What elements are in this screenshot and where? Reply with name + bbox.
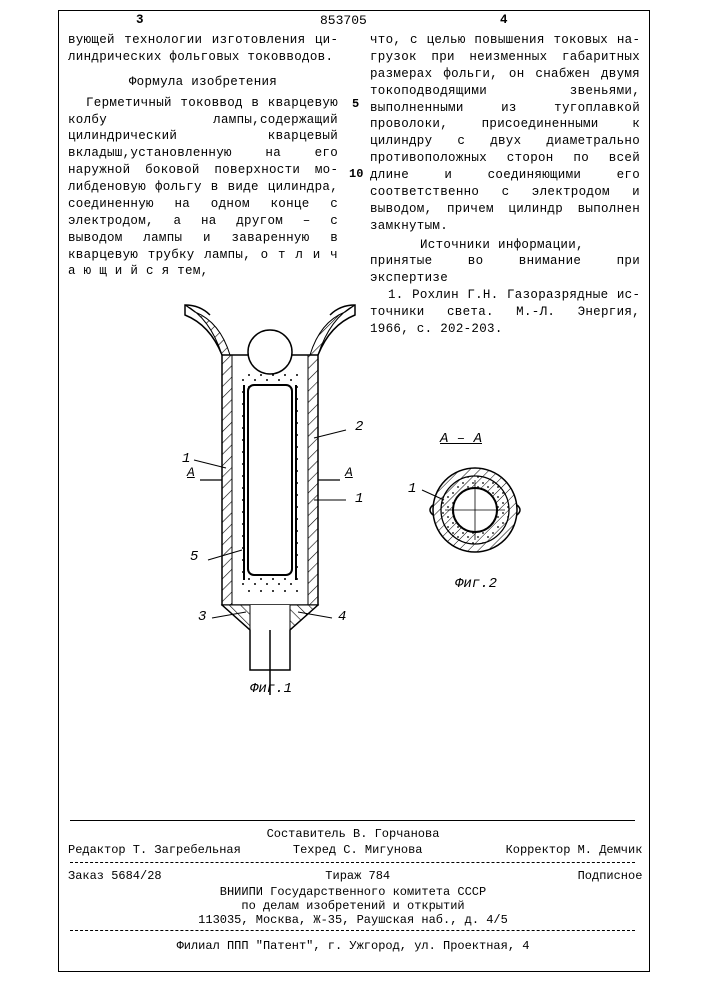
line-marker-5: 5	[352, 96, 359, 112]
claim-text: Герметичный токоввод в кварцевую колбу л…	[68, 95, 338, 281]
order-line: Заказ 5684/28 Тираж 784 Подписное	[68, 868, 648, 884]
rule-3	[70, 930, 635, 931]
sources-subtitle: принятые во внимание при экспертизе	[370, 253, 640, 287]
order: Заказ 5684/28	[68, 868, 263, 884]
right-column: что, с целью повышения токовых на­грузок…	[370, 32, 640, 338]
page-number-left: 3	[136, 12, 144, 29]
rule-2	[70, 862, 635, 863]
tirage: Тираж 784	[270, 868, 445, 884]
editor: Редактор Т. Загребельная	[68, 842, 263, 858]
sources-title: Источники информации,	[370, 237, 640, 254]
patent-number: 853705	[320, 12, 367, 30]
callout-5: 5	[190, 548, 198, 567]
figure-1	[150, 300, 390, 700]
branch: Филиал ППП "Патент", г. Ужгород, ул. Про…	[58, 938, 648, 954]
line-marker-10: 10	[349, 166, 363, 182]
techred: Техред С. Мигунова	[270, 842, 445, 858]
callout-1c: 1	[408, 480, 416, 499]
figures-area: 1 1 2 3 4 5 А А Фиг.1 А – А 1 Фиг.2	[120, 300, 580, 700]
figure-2	[410, 450, 540, 580]
signed: Подписное	[452, 868, 642, 884]
fig2-label: Фиг.2	[455, 575, 497, 594]
page-number-right: 4	[500, 12, 508, 29]
rule-1	[70, 820, 635, 821]
callout-2: 2	[355, 418, 363, 437]
compiler-line: Составитель В. Горчанова	[58, 826, 648, 842]
continuation-text: вующей технологии изготовления ци­линдри…	[68, 32, 338, 66]
callout-3: 3	[198, 608, 206, 627]
callout-1b: 1	[355, 490, 363, 509]
address: 113035, Москва, Ж-35, Раушская наб., д. …	[58, 912, 648, 928]
editor-line: Редактор Т. Загребельная Техред С. Мигун…	[68, 842, 648, 858]
section-label: А – А	[440, 430, 482, 449]
section-A-left: А	[187, 464, 195, 482]
left-column: вующей технологии изготовления ци­линдри…	[68, 32, 338, 280]
claim-continuation: что, с целью повышения токовых на­грузок…	[370, 32, 640, 235]
callout-4: 4	[338, 608, 346, 627]
section-A-right: А	[345, 464, 353, 482]
corrector: Корректор М. Демчик	[452, 842, 642, 858]
fig1-label: Фиг.1	[250, 680, 292, 699]
formula-title: Формула изобретения	[68, 74, 338, 91]
